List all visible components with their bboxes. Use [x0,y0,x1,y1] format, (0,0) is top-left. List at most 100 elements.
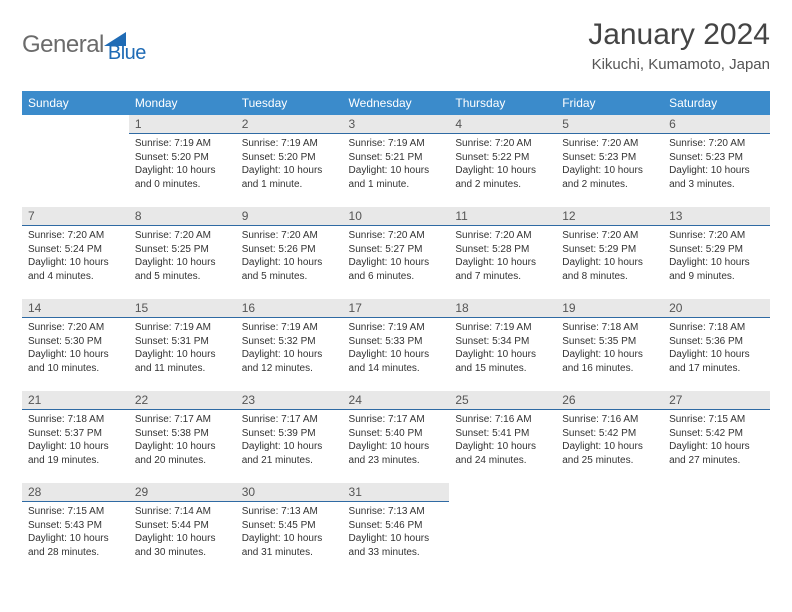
day-details: Sunrise: 7:17 AMSunset: 5:39 PMDaylight:… [236,410,343,473]
daylight-line: Daylight: 10 hours and 19 minutes. [28,440,123,467]
sunrise-line: Sunrise: 7:13 AM [242,505,337,519]
day-number: 31 [343,483,450,502]
calendar-cell: 25Sunrise: 7:16 AMSunset: 5:41 PMDayligh… [449,391,556,483]
sunrise-line: Sunrise: 7:19 AM [242,137,337,151]
sunrise-line: Sunrise: 7:17 AM [242,413,337,427]
calendar-row: 21Sunrise: 7:18 AMSunset: 5:37 PMDayligh… [22,391,770,483]
calendar-body: 1Sunrise: 7:19 AMSunset: 5:20 PMDaylight… [22,115,770,575]
sunrise-line: Sunrise: 7:20 AM [135,229,230,243]
calendar-cell: 9Sunrise: 7:20 AMSunset: 5:26 PMDaylight… [236,207,343,299]
sunset-line: Sunset: 5:22 PM [455,151,550,165]
weekday-header: Tuesday [236,91,343,115]
day-number: 4 [449,115,556,134]
day-number: 14 [22,299,129,318]
brand-logo: General Blue [22,24,146,65]
day-number: 8 [129,207,236,226]
day-number: 10 [343,207,450,226]
calendar-cell: 4Sunrise: 7:20 AMSunset: 5:22 PMDaylight… [449,115,556,207]
daylight-line: Daylight: 10 hours and 11 minutes. [135,348,230,375]
daylight-line: Daylight: 10 hours and 1 minute. [349,164,444,191]
day-details: Sunrise: 7:20 AMSunset: 5:28 PMDaylight:… [449,226,556,289]
day-details: Sunrise: 7:20 AMSunset: 5:25 PMDaylight:… [129,226,236,289]
day-number: 25 [449,391,556,410]
day-number: 28 [22,483,129,502]
calendar-cell [556,483,663,575]
calendar-cell: 24Sunrise: 7:17 AMSunset: 5:40 PMDayligh… [343,391,450,483]
sunset-line: Sunset: 5:42 PM [669,427,764,441]
sunset-line: Sunset: 5:29 PM [562,243,657,257]
sunset-line: Sunset: 5:29 PM [669,243,764,257]
day-details: Sunrise: 7:18 AMSunset: 5:37 PMDaylight:… [22,410,129,473]
brand-text-blue: Blue [108,42,146,65]
sunrise-line: Sunrise: 7:20 AM [455,229,550,243]
daylight-line: Daylight: 10 hours and 2 minutes. [562,164,657,191]
day-details: Sunrise: 7:20 AMSunset: 5:22 PMDaylight:… [449,134,556,197]
calendar-head: SundayMondayTuesdayWednesdayThursdayFrid… [22,91,770,115]
day-number: 6 [663,115,770,134]
sunrise-line: Sunrise: 7:19 AM [135,321,230,335]
day-details: Sunrise: 7:17 AMSunset: 5:40 PMDaylight:… [343,410,450,473]
sunset-line: Sunset: 5:30 PM [28,335,123,349]
day-details: Sunrise: 7:14 AMSunset: 5:44 PMDaylight:… [129,502,236,565]
sunrise-line: Sunrise: 7:13 AM [349,505,444,519]
day-details: Sunrise: 7:16 AMSunset: 5:41 PMDaylight:… [449,410,556,473]
day-number: 16 [236,299,343,318]
daylight-line: Daylight: 10 hours and 30 minutes. [135,532,230,559]
sunset-line: Sunset: 5:34 PM [455,335,550,349]
calendar-cell: 10Sunrise: 7:20 AMSunset: 5:27 PMDayligh… [343,207,450,299]
sunrise-line: Sunrise: 7:19 AM [455,321,550,335]
sunset-line: Sunset: 5:27 PM [349,243,444,257]
day-number: 18 [449,299,556,318]
calendar-cell: 20Sunrise: 7:18 AMSunset: 5:36 PMDayligh… [663,299,770,391]
day-number: 30 [236,483,343,502]
calendar-cell: 28Sunrise: 7:15 AMSunset: 5:43 PMDayligh… [22,483,129,575]
daylight-line: Daylight: 10 hours and 23 minutes. [349,440,444,467]
daylight-line: Daylight: 10 hours and 1 minute. [242,164,337,191]
day-details: Sunrise: 7:16 AMSunset: 5:42 PMDaylight:… [556,410,663,473]
day-number: 20 [663,299,770,318]
sunrise-line: Sunrise: 7:14 AM [135,505,230,519]
day-details: Sunrise: 7:18 AMSunset: 5:35 PMDaylight:… [556,318,663,381]
daylight-line: Daylight: 10 hours and 27 minutes. [669,440,764,467]
day-details: Sunrise: 7:15 AMSunset: 5:43 PMDaylight:… [22,502,129,565]
day-number: 21 [22,391,129,410]
sunset-line: Sunset: 5:23 PM [669,151,764,165]
day-details: Sunrise: 7:19 AMSunset: 5:21 PMDaylight:… [343,134,450,197]
sunrise-line: Sunrise: 7:20 AM [562,137,657,151]
daylight-line: Daylight: 10 hours and 6 minutes. [349,256,444,283]
calendar-cell: 12Sunrise: 7:20 AMSunset: 5:29 PMDayligh… [556,207,663,299]
sunset-line: Sunset: 5:46 PM [349,519,444,533]
day-details: Sunrise: 7:13 AMSunset: 5:46 PMDaylight:… [343,502,450,565]
sunrise-line: Sunrise: 7:20 AM [669,229,764,243]
sunrise-line: Sunrise: 7:20 AM [669,137,764,151]
calendar-cell: 19Sunrise: 7:18 AMSunset: 5:35 PMDayligh… [556,299,663,391]
daylight-line: Daylight: 10 hours and 16 minutes. [562,348,657,375]
sunset-line: Sunset: 5:45 PM [242,519,337,533]
daylight-line: Daylight: 10 hours and 5 minutes. [242,256,337,283]
weekday-header: Saturday [663,91,770,115]
day-number: 24 [343,391,450,410]
sunset-line: Sunset: 5:37 PM [28,427,123,441]
sunset-line: Sunset: 5:20 PM [242,151,337,165]
calendar-cell: 21Sunrise: 7:18 AMSunset: 5:37 PMDayligh… [22,391,129,483]
daylight-line: Daylight: 10 hours and 8 minutes. [562,256,657,283]
day-number: 9 [236,207,343,226]
day-details: Sunrise: 7:18 AMSunset: 5:36 PMDaylight:… [663,318,770,381]
calendar-cell: 3Sunrise: 7:19 AMSunset: 5:21 PMDaylight… [343,115,450,207]
calendar-cell: 30Sunrise: 7:13 AMSunset: 5:45 PMDayligh… [236,483,343,575]
day-details: Sunrise: 7:19 AMSunset: 5:31 PMDaylight:… [129,318,236,381]
sunset-line: Sunset: 5:38 PM [135,427,230,441]
daylight-line: Daylight: 10 hours and 20 minutes. [135,440,230,467]
sunset-line: Sunset: 5:43 PM [28,519,123,533]
sunset-line: Sunset: 5:23 PM [562,151,657,165]
daylight-line: Daylight: 10 hours and 4 minutes. [28,256,123,283]
calendar-cell: 17Sunrise: 7:19 AMSunset: 5:33 PMDayligh… [343,299,450,391]
day-number: 29 [129,483,236,502]
day-number: 7 [22,207,129,226]
daylight-line: Daylight: 10 hours and 12 minutes. [242,348,337,375]
sunrise-line: Sunrise: 7:20 AM [242,229,337,243]
day-number: 26 [556,391,663,410]
calendar-cell: 14Sunrise: 7:20 AMSunset: 5:30 PMDayligh… [22,299,129,391]
day-details: Sunrise: 7:19 AMSunset: 5:20 PMDaylight:… [129,134,236,197]
daylight-line: Daylight: 10 hours and 3 minutes. [669,164,764,191]
